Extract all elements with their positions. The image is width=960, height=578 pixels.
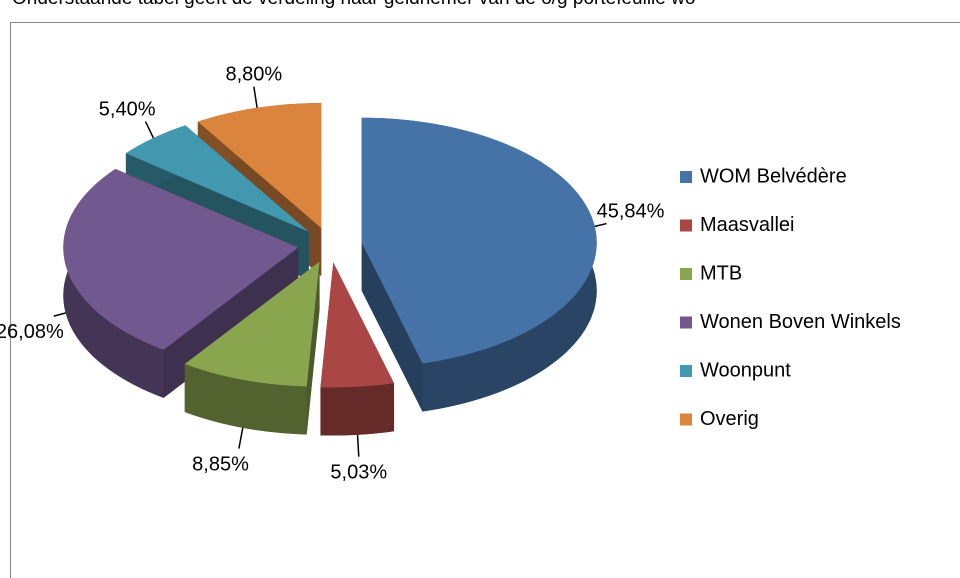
legend-swatch	[680, 219, 692, 232]
slice	[184, 261, 320, 387]
legend-swatch	[680, 365, 692, 377]
slice	[197, 103, 322, 229]
leader-line	[238, 427, 244, 449]
slice-side	[184, 364, 307, 435]
caption: Onderstaande tabel geeft de verdeling na…	[12, 0, 695, 9]
legend-label: MTB	[700, 262, 742, 284]
legend-swatch	[680, 413, 692, 426]
leader-line	[144, 121, 155, 139]
legend-label: Maasvallei	[700, 214, 794, 236]
legend-label: WOM Belvédère	[700, 165, 847, 187]
chart-frame	[10, 22, 960, 578]
slice-side	[320, 383, 395, 436]
data-label: 26,08%	[0, 321, 64, 343]
data-label: 5,03%	[330, 462, 387, 484]
slice	[320, 262, 395, 388]
data-label: 45,84%	[597, 201, 665, 223]
slice-group	[184, 261, 320, 435]
data-label: 5,40%	[99, 99, 156, 121]
slice	[361, 117, 597, 364]
legend-label: Wonen Boven Winkels	[700, 311, 901, 333]
legend-label: Woonpunt	[700, 359, 791, 381]
legend-swatch	[680, 171, 692, 183]
data-label: 8,80%	[225, 64, 282, 86]
leader-line	[594, 222, 607, 228]
data-label: 8,85%	[192, 454, 249, 476]
slice	[63, 169, 299, 350]
legend-swatch	[680, 268, 692, 280]
slice-group	[361, 117, 597, 412]
slice	[125, 125, 309, 232]
legend-swatch	[680, 316, 692, 329]
legend-label: Overig	[700, 408, 759, 430]
leader-line	[253, 86, 258, 108]
slice-group	[320, 262, 395, 436]
slice-wall	[361, 242, 423, 412]
leader-line	[356, 434, 360, 457]
leader-line	[53, 312, 66, 317]
